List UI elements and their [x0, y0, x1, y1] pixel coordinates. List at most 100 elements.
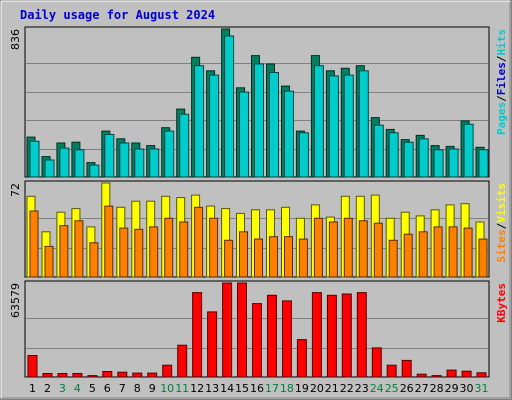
bar-sites-day-15 [239, 231, 248, 278]
bar-hits-day-29 [448, 148, 459, 178]
bar-hits-day-22 [343, 74, 354, 178]
bar-kbytes-day-13 [207, 311, 218, 378]
series-kbytes [27, 282, 487, 378]
bar-sites-day-18 [284, 236, 293, 278]
bar-hits-day-1 [29, 140, 40, 178]
bar-sites-day-24 [373, 222, 383, 278]
bar-kbytes-day-9 [147, 372, 158, 378]
bar-hits-day-2 [44, 159, 55, 178]
bar-kbytes-day-20 [311, 292, 322, 378]
bar-hits-day-19 [298, 132, 309, 178]
bar-sites-day-10 [164, 217, 174, 278]
bar-sites-day-5 [89, 242, 99, 278]
bar-hits-day-6 [104, 134, 115, 178]
bar-kbytes-day-10 [162, 364, 173, 378]
bar-hits-day-14 [224, 35, 235, 178]
bar-kbytes-day-18 [282, 300, 292, 378]
bar-sites-day-14 [224, 239, 234, 278]
bar-hits-day-7 [119, 142, 130, 178]
bar-sites-day-22 [343, 217, 353, 278]
panel-legend-visits-sites: Sites/Visits [495, 183, 508, 263]
bar-sites-day-21 [328, 221, 338, 278]
day-label-29: 29 [445, 382, 459, 395]
bar-sites-day-16 [254, 238, 263, 278]
bar-kbytes-day-29 [446, 369, 457, 378]
legend-files: Files [495, 62, 508, 95]
bar-kbytes-day-30 [461, 370, 472, 378]
panel-legend-kbytes: KBytes [495, 283, 508, 323]
bar-sites-day-25 [388, 239, 398, 278]
legend-separator: / [495, 55, 508, 62]
panel-legend-hits-files-pages: Pages/Files/Hits [495, 29, 508, 135]
bar-hits-day-11 [179, 113, 190, 178]
bar-hits-day-25 [388, 132, 399, 178]
bar-hits-day-18 [284, 90, 294, 178]
day-label-30: 30 [460, 382, 474, 395]
bar-kbytes-day-17 [267, 294, 277, 378]
y-max-label: 63579 [9, 283, 22, 318]
day-label-15: 15 [235, 382, 249, 395]
panel-kbytes: 63579 KBytes [9, 280, 508, 378]
bar-hits-day-20 [313, 65, 324, 178]
bar-sites-day-1 [29, 210, 39, 278]
day-label-5: 5 [89, 382, 96, 395]
legend-sites: Sites [495, 229, 508, 262]
day-label-19: 19 [295, 382, 309, 395]
bar-sites-day-6 [104, 205, 114, 278]
bar-kbytes-day-22 [341, 293, 352, 378]
bar-sites-day-23 [358, 220, 368, 278]
day-label-27: 27 [415, 382, 429, 395]
day-labels: 1 2 3 4 5 6 7 8 9 10 11 12 13 14 15 16 17 18 19 20 21 22 23 24 2… [29, 382, 489, 395]
bar-hits-day-8 [134, 148, 145, 178]
day-label-21: 21 [325, 382, 339, 395]
bar-sites-day-9 [149, 226, 159, 278]
bar-sites-day-27 [418, 231, 428, 278]
bar-hits-day-27 [418, 138, 429, 178]
bar-hits-day-3 [59, 147, 70, 178]
series-hits [29, 35, 489, 178]
bar-kbytes-day-2 [42, 373, 53, 378]
bar-sites-day-29 [448, 226, 458, 278]
legend-labels: KBytes [495, 283, 508, 323]
bar-hits-day-28 [433, 149, 444, 178]
legend-labels: Sites/Visits [495, 183, 508, 263]
day-label-3: 3 [59, 382, 66, 395]
day-label-14: 14 [220, 382, 234, 395]
day-label-7: 7 [119, 382, 126, 395]
bar-hits-day-5 [89, 164, 100, 178]
bar-sites-day-17 [269, 236, 278, 278]
day-label-8: 8 [134, 382, 141, 395]
bar-hits-day-31 [478, 149, 489, 178]
bar-kbytes-day-24 [371, 347, 382, 378]
day-label-2: 2 [44, 382, 51, 395]
bar-hits-day-30 [463, 123, 474, 178]
day-label-11: 11 [175, 382, 189, 395]
bar-hits-day-12 [194, 65, 205, 178]
day-label-10: 10 [160, 382, 174, 395]
legend-labels: Pages/Files/Hits [495, 29, 508, 135]
legend-separator: / [495, 95, 508, 102]
bar-kbytes-day-15 [237, 282, 247, 378]
chart-title: Daily usage for August 2024 [20, 8, 215, 22]
bar-kbytes-day-28 [431, 375, 442, 378]
bar-kbytes-day-27 [416, 373, 427, 378]
day-label-1: 1 [29, 382, 36, 395]
legend-separator: / [495, 222, 508, 229]
day-label-25: 25 [385, 382, 399, 395]
day-label-28: 28 [430, 382, 444, 395]
bar-hits-day-10 [164, 130, 175, 178]
bar-sites-day-8 [134, 228, 144, 278]
day-label-13: 13 [205, 382, 219, 395]
bar-kbytes-day-21 [326, 294, 337, 378]
bar-kbytes-day-23 [356, 292, 367, 378]
bar-kbytes-day-14 [222, 282, 233, 378]
bar-sites-day-7 [119, 227, 129, 278]
bar-hits-day-13 [209, 74, 220, 178]
bar-sites-day-26 [403, 233, 413, 278]
bar-sites-day-13 [209, 217, 219, 278]
bar-sites-day-31 [478, 238, 488, 278]
bar-sites-day-30 [463, 227, 473, 278]
bar-kbytes-day-12 [192, 292, 203, 378]
